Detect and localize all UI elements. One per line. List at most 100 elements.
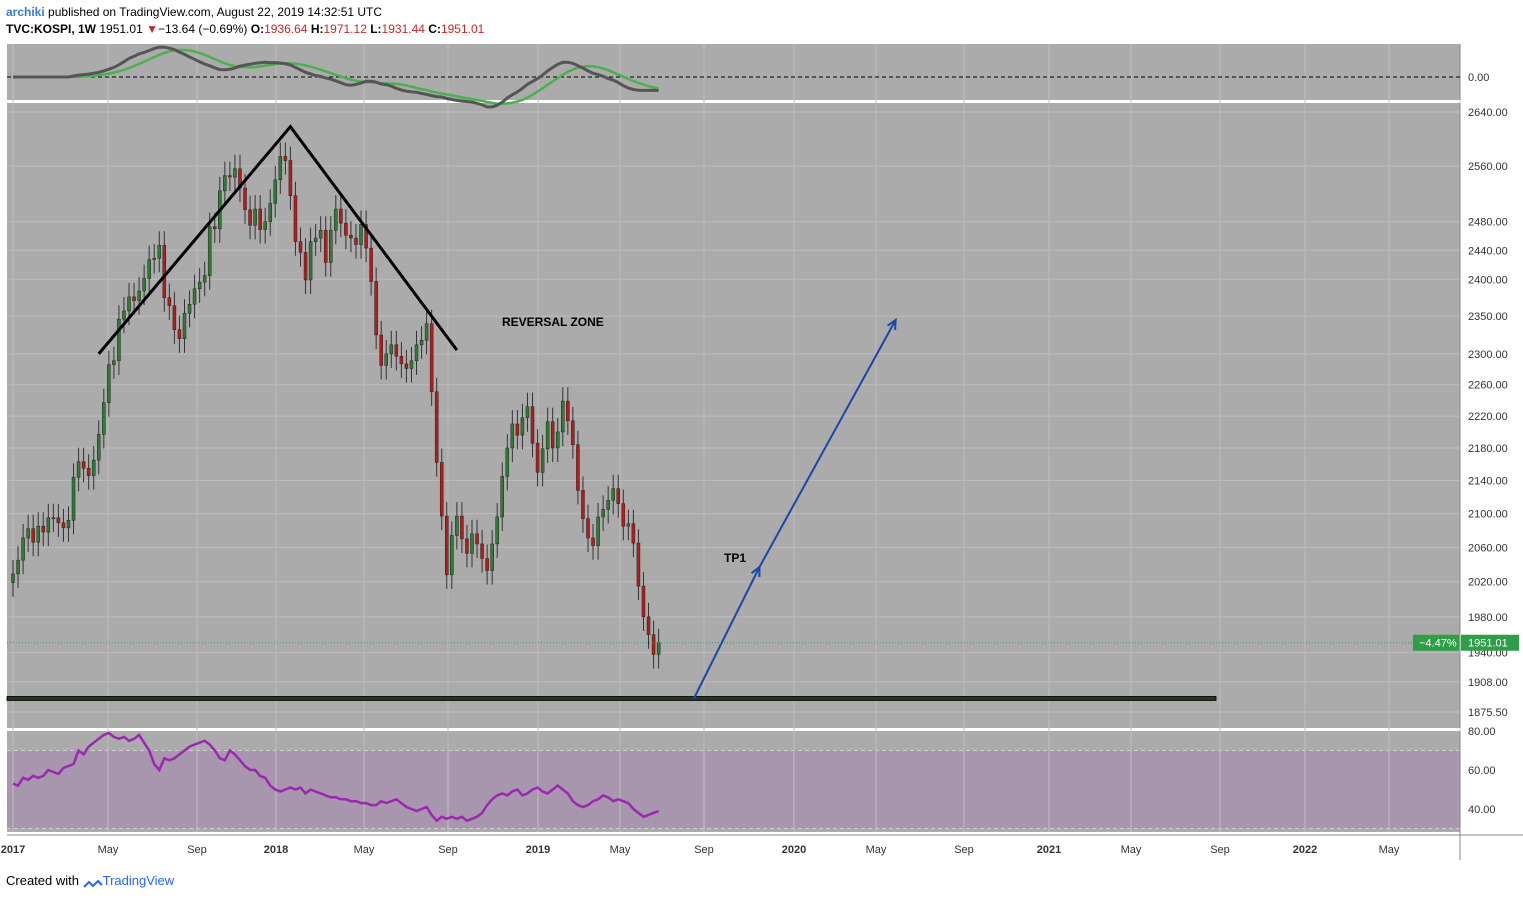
time-tick-label: 2022	[1293, 844, 1317, 856]
close-value: 1951.01	[440, 22, 485, 36]
footer-credit: Created with TradingView	[6, 873, 174, 888]
tradingview-link[interactable]: TradingView	[102, 873, 175, 888]
time-tick-label: Sep	[187, 844, 207, 856]
candle-body	[591, 537, 595, 546]
time-tick-label: May	[610, 844, 631, 856]
candle-body	[228, 175, 232, 178]
candle-body	[571, 420, 575, 446]
candle-body	[581, 490, 585, 519]
price-tick-label: 2180.00	[1468, 443, 1508, 455]
candle-body	[253, 208, 257, 226]
candle-body	[323, 229, 328, 263]
candle-body	[147, 259, 151, 279]
macd-line	[13, 45, 659, 109]
candle-body	[631, 523, 636, 544]
change-badge	[1413, 634, 1459, 651]
candle-body	[530, 406, 535, 444]
candle-body	[404, 363, 409, 369]
candle-body	[656, 642, 661, 655]
candle-body	[344, 222, 348, 236]
candle-body	[450, 535, 454, 576]
candle-body	[16, 559, 20, 575]
time-tick-label: May	[866, 844, 887, 856]
candle-body	[561, 400, 565, 433]
rsi-tick-label: 60.00	[1468, 765, 1496, 777]
candle-body	[636, 542, 641, 587]
candle-body	[157, 244, 162, 259]
candle-body	[258, 208, 262, 230]
tradingview-logo-icon[interactable]	[82, 877, 103, 888]
candle-body	[424, 323, 429, 341]
candle-body	[288, 160, 293, 196]
last-price-label: 1951.01	[1468, 638, 1508, 650]
candle-body	[192, 288, 197, 305]
change-percent-label: −4.47%	[1419, 638, 1457, 650]
candle-body	[36, 525, 40, 543]
candle-body	[455, 515, 459, 536]
candle-body	[329, 229, 333, 263]
author-link[interactable]: archiki	[6, 5, 45, 19]
candle-body	[596, 516, 600, 546]
candle-body	[394, 344, 399, 357]
candle-body	[152, 257, 156, 260]
candle-body	[515, 423, 520, 436]
candle-body	[485, 558, 489, 571]
target-arrow-icon	[886, 317, 897, 330]
tp1-arrow-icon	[750, 564, 761, 578]
down-arrow-icon: ▼	[146, 22, 158, 36]
time-tick-label: Sep	[438, 844, 458, 856]
candle-body	[606, 500, 610, 510]
time-tick-label: Sep	[1210, 844, 1230, 856]
candle-body	[611, 488, 615, 501]
candle-body	[142, 278, 146, 292]
candle-body	[339, 208, 343, 224]
candle-body	[621, 503, 626, 527]
candle-body	[71, 476, 76, 521]
last-price-badge	[1461, 634, 1519, 651]
candle-body	[384, 353, 388, 366]
candle-body	[76, 461, 81, 478]
candle-body	[213, 226, 217, 230]
price-tick-label: 1875.50	[1468, 707, 1508, 719]
candle-body	[566, 400, 570, 422]
low-value: 1931.44	[381, 22, 425, 36]
candle-body	[248, 209, 252, 226]
symbol-legend: TVC:KOSPI, 1W 1951.01 ▼−13.64 (−0.69%) O…	[6, 22, 484, 36]
candle-body	[535, 442, 540, 473]
close-label: C:	[428, 22, 441, 36]
price-tick-label: 2480.00	[1468, 217, 1508, 229]
candle-body	[586, 518, 590, 539]
candle-body	[112, 360, 116, 365]
candle-body	[616, 488, 621, 504]
candle-body	[480, 543, 484, 559]
candle-body	[207, 226, 212, 276]
candle-body	[233, 168, 237, 178]
candle-body	[545, 421, 550, 450]
candle-body	[268, 203, 272, 222]
candle-body	[651, 634, 656, 655]
candle-body	[197, 281, 202, 290]
tp1-label: TP1	[724, 551, 746, 565]
candle-body	[399, 355, 404, 365]
symbol-name[interactable]: TVC:KOSPI, 1W	[6, 22, 97, 36]
high-label: H:	[310, 22, 324, 36]
reversal-zone-label: REVERSAL ZONE	[502, 315, 604, 329]
candle-body	[555, 431, 560, 449]
created-with-text: Created with	[6, 873, 79, 888]
candle-body	[495, 516, 499, 545]
candle-body	[273, 179, 278, 204]
candle-body	[21, 537, 25, 561]
candle-body	[187, 304, 192, 314]
candle-body	[510, 423, 515, 449]
candle-body	[359, 224, 363, 245]
candle-body	[66, 520, 71, 529]
head-pattern-line	[97, 124, 459, 355]
candle-body	[445, 515, 449, 576]
candle-body	[182, 312, 187, 340]
candle-body	[308, 241, 313, 281]
candle-body	[81, 461, 86, 469]
candle-body	[379, 334, 383, 366]
publish-text: published on TradingView.com, August 22,…	[48, 5, 383, 19]
candle-body	[429, 323, 434, 392]
